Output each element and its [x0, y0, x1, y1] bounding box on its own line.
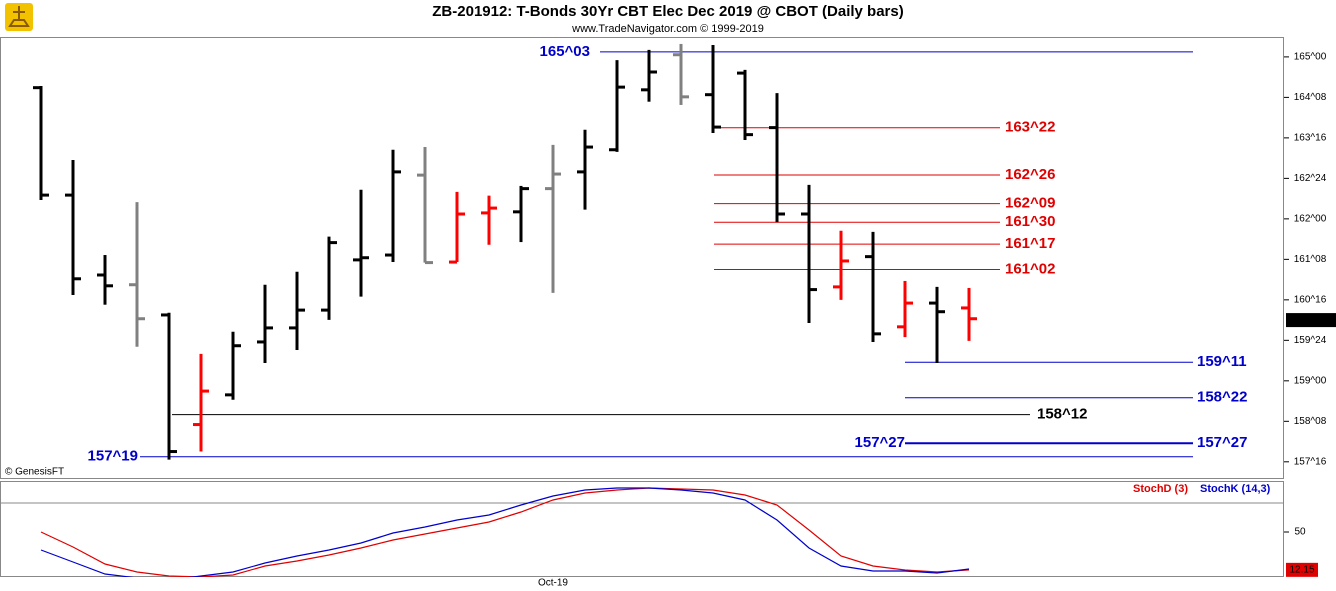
- y-tick-label: 157^16: [1294, 456, 1327, 467]
- y-tick-label: 163^16: [1294, 133, 1327, 144]
- logo: [5, 3, 33, 31]
- y-tick-label: 158^08: [1294, 416, 1327, 427]
- level-label: 161^17: [1005, 235, 1055, 252]
- y-tick-label: 160^16: [1294, 294, 1327, 305]
- price-pane: [0, 37, 1284, 479]
- level-label: 162^09: [1005, 195, 1055, 212]
- level-label: 165^03: [540, 43, 590, 60]
- chart-title: ZB-201912: T-Bonds 30Yr CBT Elec Dec 201…: [432, 3, 903, 20]
- last-price-box: [1286, 313, 1336, 328]
- chart-subtitle: www.TradeNavigator.com © 1999-2019: [571, 23, 764, 35]
- y-tick-label: 161^08: [1294, 254, 1327, 265]
- y-tick-label: 164^08: [1294, 92, 1327, 103]
- stoch-lines: [40, 487, 970, 577]
- stoch-line: [40, 487, 970, 577]
- y-tick-label: 162^24: [1294, 173, 1327, 184]
- level-label: 162^26: [1005, 166, 1055, 183]
- source: © GenesisFT: [5, 467, 64, 478]
- last-value-label: 12.15: [1289, 564, 1314, 575]
- y-tick-label: 165^00: [1294, 52, 1327, 63]
- y-tick-label: 162^00: [1294, 213, 1327, 224]
- legend-entry: StochK (14,3): [1200, 483, 1271, 495]
- level-label: 161^02: [1005, 260, 1055, 277]
- last-value-box: [1286, 562, 1318, 577]
- y-tick-label: 159^00: [1294, 375, 1327, 386]
- stoch-pane: [0, 481, 1284, 577]
- last-price-label: 160^04: [1295, 315, 1328, 326]
- y-tick-label: 159^24: [1294, 335, 1327, 346]
- level-label: 158^12: [1037, 406, 1087, 423]
- level-label: 158^22: [1197, 389, 1247, 406]
- y-tick-label: 50: [1294, 527, 1306, 538]
- level-label: 157^27: [1197, 434, 1247, 451]
- level-label: 163^22: [1005, 119, 1055, 136]
- level-label: 159^11: [1197, 353, 1247, 370]
- legend-entry: StochD (3): [1133, 483, 1188, 495]
- level-label: 161^30: [1005, 213, 1055, 230]
- x-tick-label: Oct-19: [538, 578, 568, 589]
- level-label: 157^19: [88, 448, 138, 465]
- level-label: 157^27: [855, 434, 905, 451]
